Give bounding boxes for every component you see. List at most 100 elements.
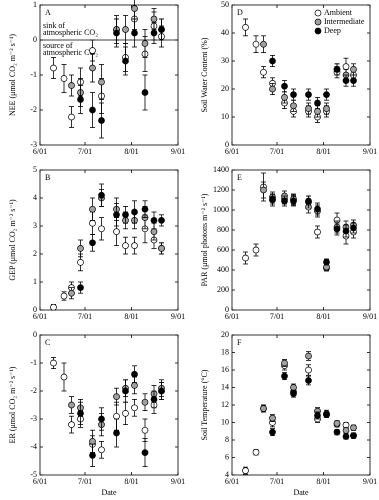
point	[260, 40, 267, 48]
x-tick-label: 7/01	[78, 312, 92, 321]
annotation: source of	[43, 41, 73, 50]
x-tick-label: 9/01	[171, 477, 185, 486]
point	[68, 289, 75, 297]
point	[113, 412, 120, 420]
point	[150, 29, 158, 37]
point	[113, 393, 120, 400]
point	[89, 452, 96, 459]
point	[290, 102, 297, 110]
point	[68, 82, 75, 89]
point	[350, 77, 357, 84]
point	[252, 40, 260, 48]
y-tick-label: 1	[33, 277, 37, 286]
point	[342, 427, 350, 434]
point	[150, 15, 158, 23]
x-tick-label: 6/01	[33, 312, 47, 321]
x-tick-label: 6/01	[33, 477, 47, 486]
point	[314, 228, 321, 236]
point	[242, 467, 249, 474]
legend-label: Deep	[324, 26, 341, 35]
y-tick-label: 18	[221, 347, 229, 356]
point	[98, 117, 105, 124]
x-tick-label: 8/01	[124, 477, 138, 486]
y-tick-label: 1	[33, 0, 37, 9]
point	[290, 91, 297, 98]
point	[323, 91, 330, 98]
y-tick-label: 0	[33, 330, 37, 339]
point	[323, 411, 330, 418]
x-tick-label: 9/01	[363, 312, 377, 321]
point	[281, 372, 288, 380]
point	[89, 219, 96, 227]
point	[305, 366, 312, 374]
y-tick-label: -3	[30, 140, 37, 149]
y-tick-label: 5	[33, 165, 37, 174]
point	[333, 66, 341, 73]
y-tick-label: 4	[225, 470, 229, 479]
point	[290, 384, 297, 391]
point	[141, 449, 149, 456]
y-tick-label: 20	[221, 84, 229, 93]
x-tick-label: 9/01	[363, 147, 377, 156]
point	[141, 205, 149, 213]
y-tick-label: 600	[217, 245, 229, 254]
y-axis-label: ER (μmol CO₂ m⁻² s⁻¹)	[8, 366, 17, 443]
point	[342, 77, 350, 84]
x-axis-label: Date	[101, 488, 117, 497]
point	[77, 284, 84, 291]
y-tick-label: 20	[221, 330, 229, 339]
y-tick-label: 12	[221, 400, 229, 409]
point	[305, 197, 312, 205]
point	[269, 57, 276, 65]
y-axis-label: NEE (μmol CO₂ m⁻² s⁻¹)	[8, 34, 17, 116]
point	[77, 410, 84, 417]
point	[305, 352, 312, 360]
point	[68, 421, 75, 428]
legend-marker	[314, 18, 322, 26]
y-tick-label: -2	[30, 386, 37, 395]
point	[290, 197, 297, 205]
point	[350, 66, 357, 73]
y-tick-label: 2	[33, 249, 37, 258]
x-tick-label: 7/01	[78, 477, 92, 486]
panel-label: D	[237, 8, 243, 17]
x-tick-label: 8/01	[124, 147, 138, 156]
point	[122, 242, 129, 249]
point	[98, 78, 105, 86]
point	[60, 75, 68, 82]
point	[158, 245, 165, 252]
point	[269, 195, 276, 203]
y-axis-label: PAR (μmol photons m⁻² s⁻¹)	[200, 193, 209, 286]
y-tick-label: -5	[30, 470, 37, 479]
point	[281, 359, 288, 367]
point	[305, 377, 312, 384]
point	[50, 359, 57, 367]
point	[290, 390, 297, 397]
point	[77, 96, 84, 103]
point	[333, 420, 341, 427]
x-tick-label: 9/01	[171, 312, 185, 321]
x-tick-label: 8/01	[316, 477, 330, 486]
point	[77, 245, 84, 252]
point	[122, 387, 129, 395]
x-tick-label: 6/01	[225, 312, 239, 321]
y-tick-label: 3	[33, 221, 37, 230]
y-tick-label: -2	[30, 105, 37, 114]
point	[98, 446, 105, 454]
y-tick-label: 1400	[213, 165, 229, 174]
point	[260, 68, 267, 76]
y-tick-label: 400	[217, 265, 229, 274]
point	[314, 108, 321, 115]
point	[269, 428, 276, 436]
y-tick-label: 8	[225, 435, 229, 444]
legend-label: Intermediate	[324, 17, 365, 26]
y-tick-label: 0	[225, 305, 229, 314]
point	[131, 382, 138, 389]
y-tick-label: 0	[225, 140, 229, 149]
y-tick-label: 30	[221, 56, 229, 65]
point	[89, 239, 96, 247]
point	[314, 205, 321, 213]
legend-label: Ambient	[324, 8, 353, 17]
plot-frame	[231, 169, 371, 311]
x-axis-label: Date	[293, 488, 309, 497]
